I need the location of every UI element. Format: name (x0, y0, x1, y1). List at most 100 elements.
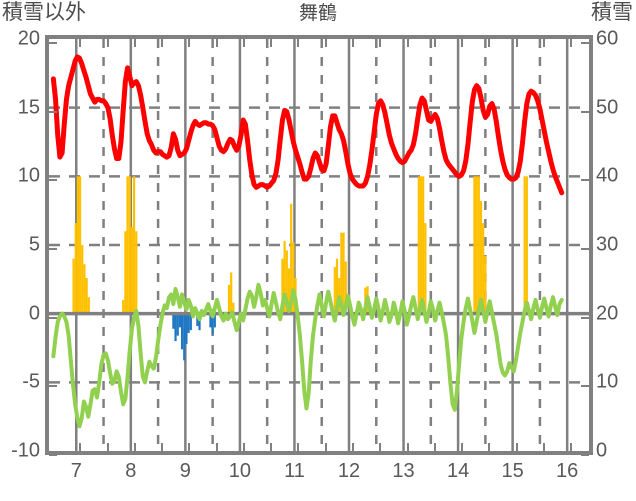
bar (130, 227, 134, 314)
bar (283, 240, 286, 314)
y-axis-right-tick-label: 30 (596, 233, 619, 256)
bar (484, 255, 487, 314)
bar (477, 176, 480, 314)
axis-tick-mark (406, 39, 409, 47)
y-axis-left-tick-label: 15 (17, 96, 40, 119)
axis-tick-mark (406, 443, 409, 451)
bar (126, 176, 129, 314)
x-axis-tick-label: 12 (337, 460, 361, 482)
x-axis-tick-label: 7 (70, 460, 82, 482)
y-axis-right-tick-label: 60 (596, 27, 619, 50)
axis-tick-mark (242, 39, 245, 47)
bar (189, 313, 192, 331)
bar (473, 176, 476, 314)
bar (198, 313, 201, 331)
bar (211, 313, 214, 335)
axis-tick-mark (49, 454, 57, 456)
bar (176, 313, 179, 336)
axis-tick-mark (161, 39, 164, 47)
axis-tick-mark (542, 443, 545, 451)
bar (72, 258, 75, 314)
bar (180, 313, 184, 350)
axis-tick-mark (352, 39, 354, 47)
axis-tick-mark (515, 39, 518, 47)
y-axis-left-tick-label: 0 (28, 302, 40, 325)
bar (422, 176, 425, 314)
bar (424, 223, 427, 314)
bar (185, 313, 188, 344)
axis-tick-mark (133, 39, 136, 47)
snowfall-bars (172, 313, 216, 361)
bar (479, 201, 483, 314)
bar (81, 245, 84, 314)
axis-tick-mark (106, 443, 109, 451)
bar (342, 232, 345, 314)
bar (230, 272, 233, 314)
y-axis-right-tick-label: 40 (596, 164, 619, 187)
bar (213, 313, 216, 328)
axis-tick-mark (79, 443, 82, 451)
x-axis-tick-label: 16 (556, 460, 579, 482)
axis-tick-mark (570, 39, 573, 47)
axis-tick-mark (515, 443, 518, 451)
bar (183, 313, 186, 361)
axis-tick-mark (581, 454, 589, 456)
bar (482, 223, 485, 314)
bar (78, 176, 82, 314)
axis-tick-mark (581, 248, 589, 250)
axis-tick-mark (270, 39, 273, 47)
y-axis-left-tick-label: 20 (17, 27, 40, 50)
bar (344, 261, 347, 314)
axis-tick-mark (106, 39, 109, 47)
y-axis-right-tick-label: 0 (596, 439, 608, 462)
axis-tick-mark (488, 443, 491, 451)
y-axis-left-tick-label: 10 (17, 164, 40, 187)
bar (135, 231, 138, 314)
plot-inner (49, 39, 589, 451)
axis-tick-mark (324, 443, 327, 451)
bar (174, 313, 177, 342)
bar (285, 250, 288, 314)
bar (419, 176, 423, 314)
y-axis-left-tick-label: -5 (22, 370, 40, 393)
bar (83, 264, 86, 314)
axis-tick-mark (433, 443, 436, 451)
temperature-max (50, 54, 565, 196)
bar (227, 284, 231, 314)
plot-area (45, 35, 593, 456)
bar (128, 176, 131, 314)
axis-tick-mark (570, 443, 573, 451)
x-axis-tick-label: 8 (125, 460, 137, 482)
axis-tick-mark (49, 248, 57, 250)
axis-tick-mark (581, 42, 589, 44)
axis-tick-mark (270, 443, 273, 451)
bar (475, 176, 478, 314)
axis-tick-mark (581, 179, 589, 182)
bar (525, 176, 528, 314)
axis-tick-mark (581, 316, 589, 319)
bar (187, 313, 190, 333)
precipitation-bars (72, 176, 528, 314)
bar (232, 302, 235, 314)
axis-tick-mark (461, 39, 464, 47)
y-axis-right-tick-label: 10 (596, 370, 619, 393)
bar (122, 299, 125, 314)
axis-tick-mark (352, 443, 354, 451)
axis-tick-mark (488, 39, 491, 47)
axis-tick-mark (324, 39, 327, 47)
axis-tick-mark (242, 443, 245, 451)
axis-tick-mark (49, 385, 57, 388)
y-axis-left: -10 -5 0 5 10 15 20 (0, 0, 40, 501)
axis-tick-mark (188, 443, 191, 451)
bar (292, 242, 295, 314)
temperature-min-green (51, 282, 564, 429)
bar (281, 258, 284, 314)
bar (87, 297, 90, 314)
y-axis-right-tick-label: 50 (596, 96, 619, 119)
bar (196, 313, 199, 327)
bar (287, 268, 291, 314)
axis-tick-mark (79, 39, 82, 47)
left-axis-caption: 積雪以外 (2, 1, 86, 24)
x-axis-tick-label: 14 (446, 460, 470, 482)
y-axis-left-tick-label: -10 (11, 439, 40, 462)
